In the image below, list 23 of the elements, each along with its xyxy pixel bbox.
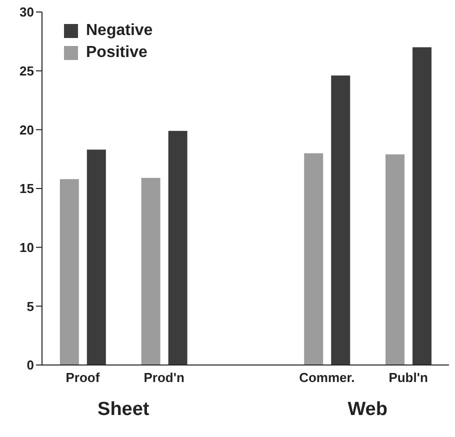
y-tick-label: 0 <box>26 358 34 373</box>
y-tick-label: 25 <box>20 63 34 78</box>
text: Web <box>346 399 388 421</box>
bar <box>412 47 432 365</box>
bar <box>86 150 106 365</box>
bar <box>141 178 160 365</box>
legend-label: Positive <box>86 44 148 62</box>
y-tick-label: 30 <box>20 4 34 20</box>
y-tick-label: 5 <box>26 298 34 314</box>
bar <box>331 76 350 365</box>
y-tick-label: 15 <box>20 181 34 196</box>
bar <box>386 154 405 365</box>
bar <box>60 179 79 365</box>
bar <box>304 153 324 365</box>
text: Sheet <box>96 399 150 421</box>
y-tick-label: 20 <box>20 122 34 138</box>
y-tick-label: 10 <box>20 240 34 255</box>
x-tick-label: Prod'n <box>144 370 184 386</box>
x-tick-label: Publ'n <box>388 370 428 386</box>
x-tick-label: Proof <box>66 370 100 386</box>
bar <box>168 130 188 365</box>
x-tick-label: Commer. <box>299 370 355 386</box>
legend-label: Negative <box>86 22 153 40</box>
